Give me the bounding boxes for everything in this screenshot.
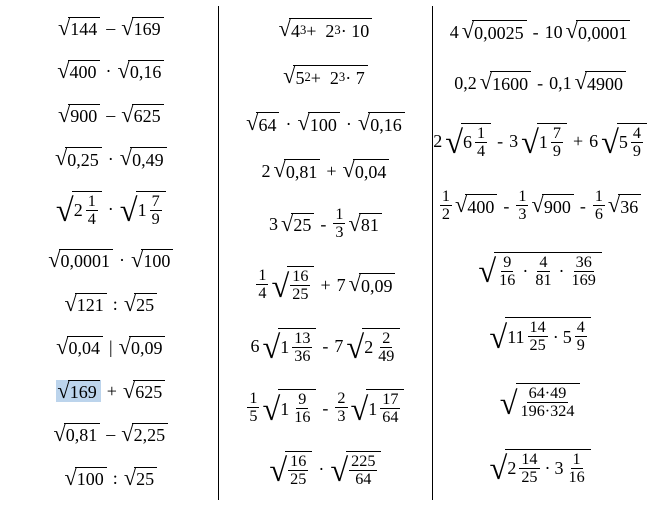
expr-1-8: √0,04 | √0,09 bbox=[56, 336, 165, 359]
column-2: √43 + 23 · 10 √52 + 23 · 7 √64 · √100 · … bbox=[218, 6, 433, 500]
expr-1-7: √121 : √25 bbox=[64, 293, 157, 316]
expr-2-1: √43 + 23 · 10 bbox=[279, 18, 373, 41]
expr-1-5: √214 · √179 bbox=[56, 191, 166, 228]
expr-1-6: √0,0001 · √100 bbox=[48, 249, 173, 272]
expr-3-1: 4 √0,0025 - 10 √0,0001 bbox=[450, 20, 631, 43]
expr-2-7: 6 √11336 - 7 √2249 bbox=[250, 328, 400, 365]
expr-2-9: √1625 · √22564 bbox=[269, 451, 381, 488]
expr-2-4: 2 √0,81 + √0,04 bbox=[261, 159, 389, 182]
expr-3-6: √ 111425 · 549 bbox=[489, 317, 590, 354]
expr-1-3: √900 – √625 bbox=[58, 104, 164, 127]
expr-1-2: √400 · √0,16 bbox=[57, 60, 164, 83]
highlight: √169 bbox=[56, 380, 100, 403]
column-3: 4 √0,0025 - 10 √0,0001 0,2 √1600 - 0,1 √… bbox=[432, 6, 647, 500]
expr-2-2: √52 + 23 · 7 bbox=[283, 65, 368, 88]
sqrt-icon: √144 bbox=[58, 17, 100, 40]
expr-1-4: √0,25 · √0,49 bbox=[55, 147, 167, 170]
expr-1-1: √144 – √169 bbox=[58, 17, 164, 40]
expr-1-10: √0,81 – √2,25 bbox=[53, 423, 168, 446]
expr-2-8: 15 √1916 - 23 √11764 bbox=[246, 389, 404, 426]
expr-3-2: 0,2 √1600 - 0,1 √4900 bbox=[454, 71, 626, 94]
expr-2-5: 3 √25 - 13 √81 bbox=[269, 206, 382, 241]
expr-2-3: √64 · √100 · √0,16 bbox=[246, 112, 405, 135]
expr-1-11: √100 : √25 bbox=[64, 467, 157, 490]
expr-2-6: 14 √1625 + 7 √0,09 bbox=[255, 266, 395, 303]
expr-3-5: √ 916 · 481 · 36169 bbox=[478, 252, 601, 289]
expr-3-3: 2 √614 - 3 √179 + 6 √549 bbox=[433, 123, 647, 160]
expr-1-9: √169 + √625 bbox=[56, 380, 165, 403]
column-1: √144 – √169 √400 · √0,16 √900 – √625 √0,… bbox=[4, 6, 218, 500]
expr-3-4: 12 √400 - 13 √900 - 16 √36 bbox=[439, 188, 641, 223]
expr-3-8: √ 21425 · 3116 bbox=[490, 449, 591, 486]
expr-3-7: √ 64·49196·324 bbox=[500, 383, 581, 420]
